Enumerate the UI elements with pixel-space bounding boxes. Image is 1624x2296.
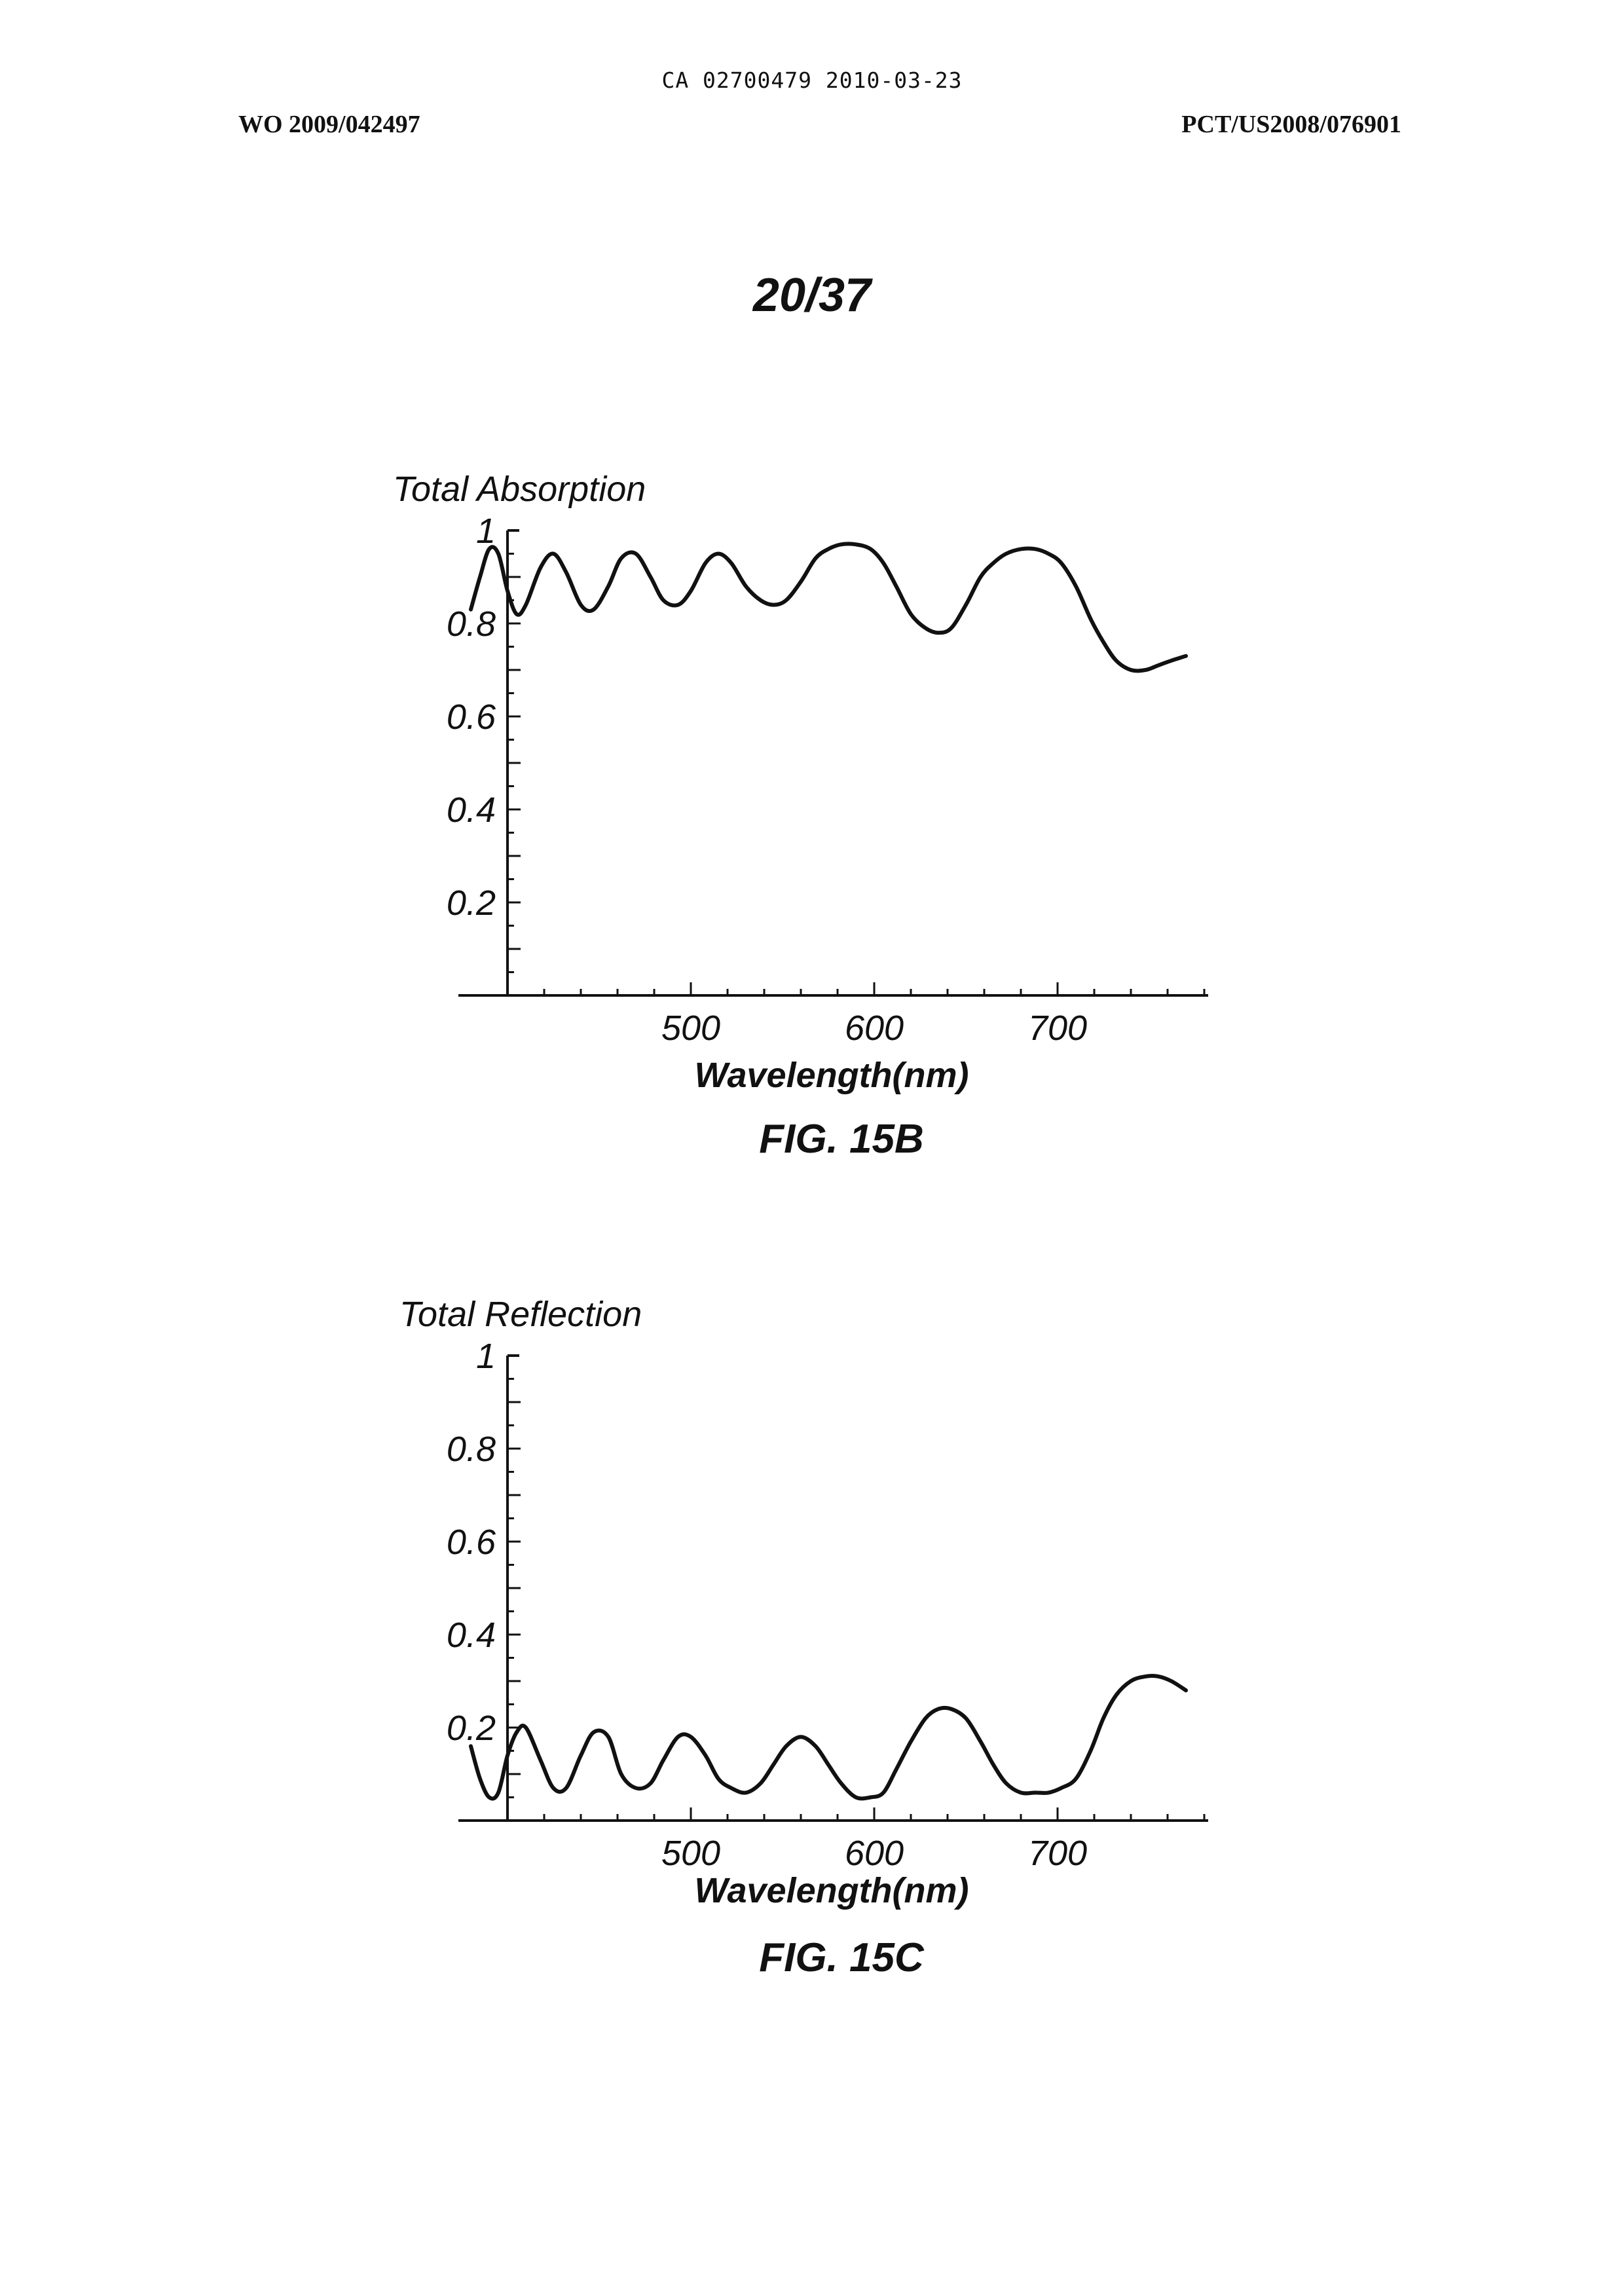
chart-y-title: Total Reflection (399, 1295, 642, 1334)
x-tick-label: 600 (845, 1009, 904, 1048)
y-tick-label: 1 (476, 511, 496, 551)
y-tick-label: 0.2 (447, 883, 496, 923)
series-line (471, 1676, 1186, 1799)
document-id-line: CA 02700479 2010-03-23 (0, 67, 1624, 93)
x-tick-label: 700 (1028, 1009, 1087, 1048)
x-tick-label: 600 (845, 1834, 904, 1873)
y-tick-label: 0.6 (447, 1523, 496, 1562)
chart-axes: 0.20.40.60.81500600700 (447, 511, 1208, 1048)
chart-x-title: Wavelength(nm) (694, 1056, 969, 1095)
chart-series (471, 1676, 1186, 1799)
x-tick-label: 700 (1028, 1834, 1087, 1873)
sheet-number: 20/37 (0, 268, 1624, 322)
y-tick-label: 0.2 (447, 1709, 496, 1748)
y-tick-label: 1 (476, 1337, 496, 1376)
chart-fig-15c: Total Reflection 0.20.40.60.81500600700 … (0, 1284, 1624, 1991)
x-tick-label: 500 (661, 1009, 720, 1048)
chart-y-title: Total Absorption (393, 470, 646, 509)
y-tick-label: 0.8 (447, 1430, 496, 1469)
y-tick-label: 0.6 (447, 697, 496, 737)
application-number: PCT/US2008/076901 (1181, 110, 1401, 139)
chart-x-title: Wavelength(nm) (694, 1871, 969, 1910)
publication-number: WO 2009/042497 (238, 110, 420, 139)
y-tick-label: 0.4 (447, 1616, 496, 1655)
figure-caption: FIG. 15B (759, 1117, 924, 1162)
figure-caption: FIG. 15C (759, 1935, 925, 1980)
series-line (471, 544, 1186, 671)
chart-series (471, 544, 1186, 671)
y-tick-label: 0.4 (447, 790, 496, 830)
x-tick-label: 500 (661, 1834, 720, 1873)
chart-fig-15b: Total Absorption 0.20.40.60.81500600700 … (0, 458, 1624, 1166)
